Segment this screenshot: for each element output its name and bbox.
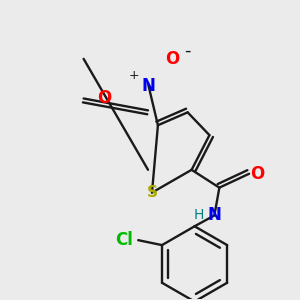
Text: N: N — [141, 76, 155, 94]
Text: N: N — [208, 206, 221, 224]
Text: O: O — [97, 89, 112, 107]
Text: -: - — [184, 42, 191, 60]
Text: H: H — [194, 208, 204, 222]
Text: S: S — [146, 185, 158, 200]
Text: O: O — [250, 165, 264, 183]
Text: +: + — [129, 69, 140, 82]
Text: Cl: Cl — [116, 231, 133, 249]
Text: O: O — [165, 50, 179, 68]
